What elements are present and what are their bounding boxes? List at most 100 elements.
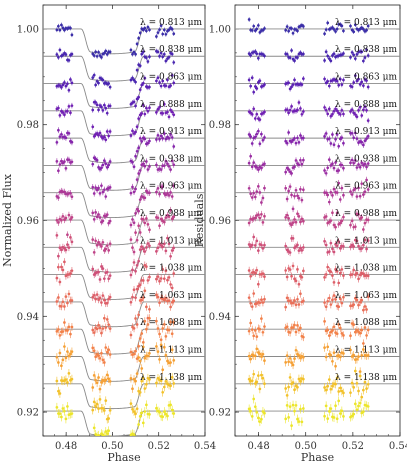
data-point — [340, 389, 344, 393]
data-point — [146, 60, 150, 63]
data-point — [66, 350, 69, 353]
data-point — [294, 279, 298, 283]
data-point — [263, 110, 266, 114]
data-point — [260, 201, 263, 204]
data-point — [162, 345, 166, 349]
data-point — [155, 293, 158, 297]
data-point — [104, 247, 108, 251]
wavelength-label: λ = 1.088 μm — [335, 318, 397, 328]
data-point — [300, 248, 304, 252]
data-point — [302, 299, 305, 303]
data-point — [340, 268, 344, 271]
data-point — [355, 166, 359, 169]
data-point — [327, 200, 331, 204]
data-point — [326, 166, 330, 170]
data-point — [329, 59, 333, 63]
wavelength-label: λ = 1.138 μm — [335, 373, 397, 383]
data-point — [170, 159, 174, 163]
x-tick-label: 0.48 — [55, 441, 77, 452]
data-point — [342, 334, 345, 337]
data-point — [302, 136, 305, 140]
wavelength-label: λ = 1.113 μm — [140, 346, 202, 356]
data-point — [97, 240, 100, 244]
data-point — [145, 305, 148, 309]
data-point — [70, 412, 74, 415]
data-point — [141, 50, 145, 54]
data-point — [335, 79, 339, 83]
data-point — [329, 387, 333, 391]
data-point — [247, 221, 251, 225]
data-point — [156, 295, 160, 299]
data-point — [105, 432, 109, 435]
data-point — [331, 329, 334, 332]
data-point — [57, 106, 60, 110]
data-point — [338, 386, 342, 390]
data-point — [349, 190, 352, 193]
data-point — [172, 215, 176, 219]
data-point — [132, 433, 136, 436]
data-point — [296, 136, 299, 140]
data-point — [55, 300, 59, 303]
data-point — [63, 81, 66, 84]
data-point — [140, 367, 144, 370]
data-point — [102, 103, 106, 107]
data-point — [172, 299, 176, 303]
data-point — [141, 421, 145, 425]
data-point — [172, 246, 176, 250]
data-point — [162, 410, 166, 413]
data-point — [340, 109, 344, 112]
data-point — [252, 372, 256, 376]
data-point — [143, 164, 147, 168]
data-point — [95, 54, 99, 58]
data-point — [332, 416, 336, 419]
data-point — [335, 191, 339, 194]
data-point — [97, 186, 100, 190]
data-point — [134, 317, 137, 320]
data-point — [135, 287, 139, 291]
data-point — [332, 143, 336, 147]
data-point — [129, 134, 133, 137]
data-point — [64, 216, 68, 220]
data-point — [131, 268, 134, 272]
wavelength-label: λ = 1.038 μm — [335, 264, 397, 274]
data-point — [358, 331, 362, 335]
data-point — [97, 133, 100, 137]
data-point — [352, 111, 356, 115]
data-point — [255, 166, 259, 169]
data-point — [104, 399, 108, 403]
data-point — [164, 137, 168, 141]
data-point — [296, 243, 299, 247]
data-point — [302, 246, 305, 249]
data-point — [95, 158, 99, 162]
data-point — [91, 52, 95, 56]
data-point — [255, 335, 259, 338]
data-point — [92, 54, 96, 57]
data-point — [249, 135, 253, 138]
data-point — [253, 85, 257, 88]
data-point — [252, 161, 256, 164]
data-point — [357, 303, 360, 307]
data-point — [291, 264, 295, 268]
data-point — [353, 402, 357, 406]
data-point — [255, 190, 259, 193]
data-point — [92, 374, 96, 377]
data-point — [170, 27, 174, 31]
data-point — [299, 220, 302, 224]
data-point — [164, 380, 168, 383]
data-point — [148, 275, 151, 279]
data-point — [132, 221, 136, 225]
data-point — [57, 196, 60, 200]
data-point — [329, 270, 333, 274]
data-point — [170, 408, 174, 412]
data-point — [105, 52, 109, 56]
data-point — [334, 161, 337, 164]
data-point — [108, 160, 112, 163]
data-point — [349, 334, 352, 338]
data-point — [107, 134, 111, 138]
data-point — [294, 220, 298, 224]
data-point — [340, 163, 344, 167]
data-point — [167, 193, 171, 197]
data-point — [169, 168, 172, 171]
data-point — [97, 50, 100, 54]
data-point — [104, 49, 108, 53]
